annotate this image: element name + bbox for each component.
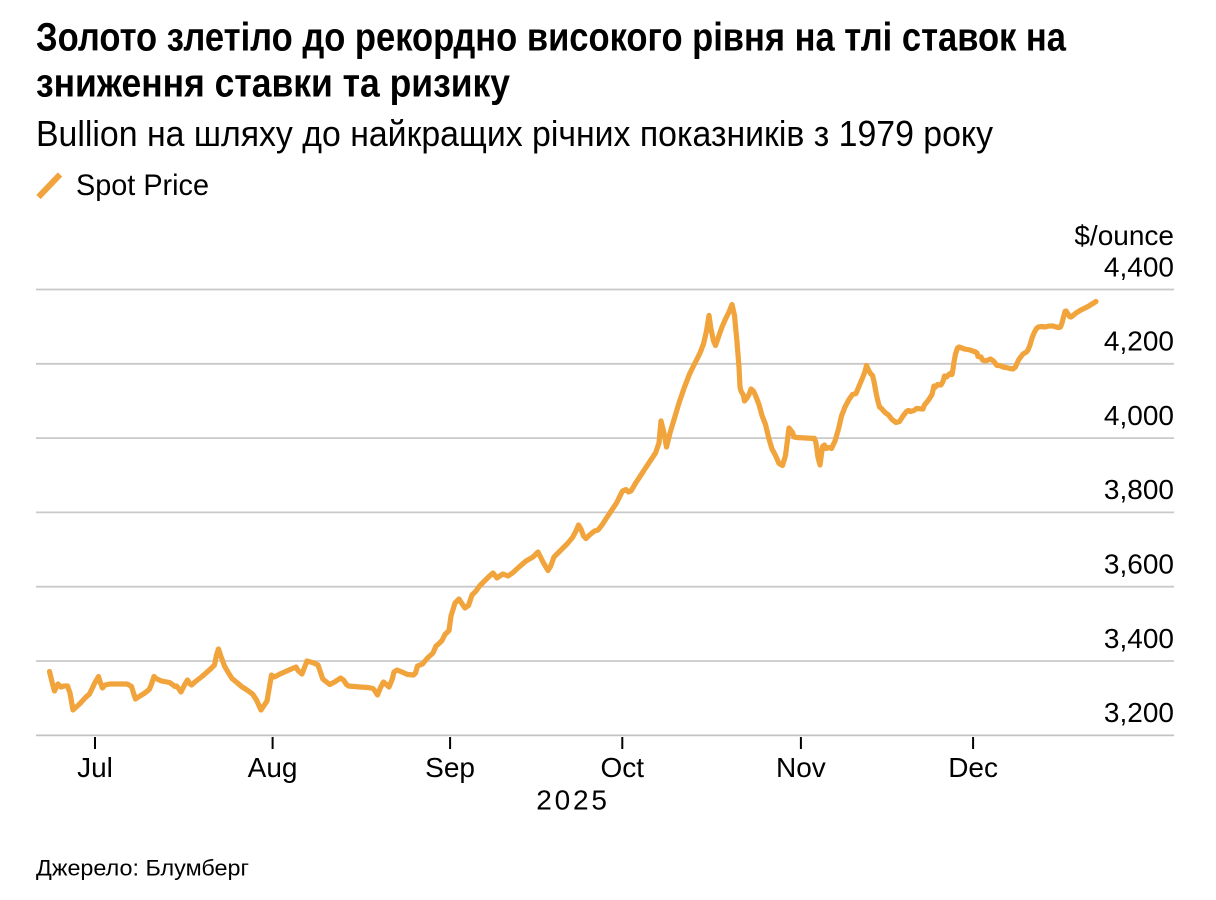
svg-text:Bullion на шляху до найкращих: Bullion на шляху до найкращих річних пок… bbox=[36, 113, 993, 154]
svg-text:Aug: Aug bbox=[248, 752, 298, 783]
svg-text:4,000: 4,000 bbox=[1104, 400, 1174, 431]
svg-text:4,400: 4,400 bbox=[1104, 251, 1174, 282]
svg-text:Золото злетіло до рекордно вис: Золото злетіло до рекордно високого рівн… bbox=[36, 16, 1067, 60]
svg-text:3,200: 3,200 bbox=[1104, 697, 1174, 728]
svg-text:$/ounce: $/ounce bbox=[1074, 220, 1174, 251]
svg-text:Dec: Dec bbox=[948, 752, 998, 783]
svg-text:Oct: Oct bbox=[601, 752, 645, 783]
svg-text:зниження ставки та ризику: зниження ставки та ризику bbox=[36, 62, 511, 106]
svg-text:2025: 2025 bbox=[536, 785, 610, 816]
svg-text:3,800: 3,800 bbox=[1104, 474, 1174, 505]
svg-text:3,600: 3,600 bbox=[1104, 549, 1174, 580]
svg-text:Sep: Sep bbox=[425, 752, 475, 783]
svg-text:Nov: Nov bbox=[776, 752, 826, 783]
svg-text:Jul: Jul bbox=[77, 752, 113, 783]
svg-text:Джерело: Блумберг: Джерело: Блумберг bbox=[36, 855, 249, 880]
svg-text:3,400: 3,400 bbox=[1104, 623, 1174, 654]
svg-text:4,200: 4,200 bbox=[1104, 326, 1174, 357]
svg-text:Spot Price: Spot Price bbox=[76, 169, 209, 202]
